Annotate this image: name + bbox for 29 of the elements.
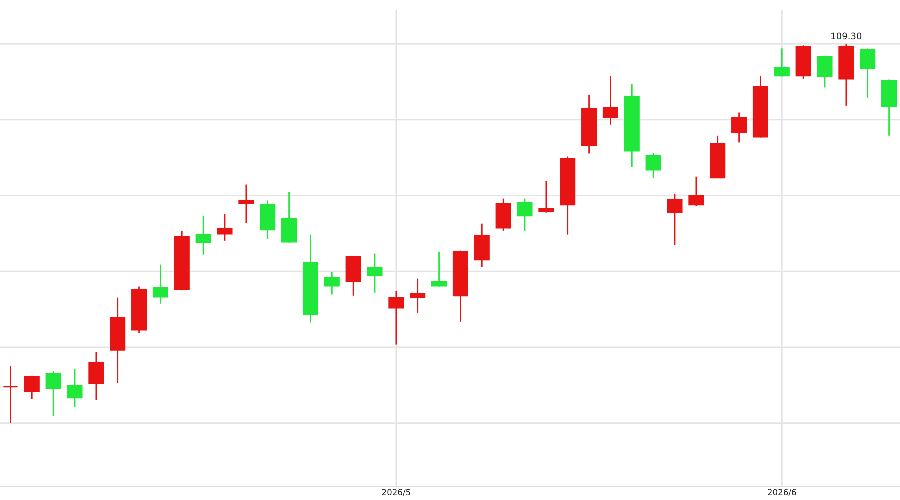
candlestick [667,193,683,246]
candlestick [88,351,104,401]
candlestick [67,368,83,408]
candlestick [538,180,554,214]
candlestick [152,264,168,305]
candlestick [817,55,833,88]
candlestick [282,191,298,244]
candlestick [602,75,618,126]
candlestick [24,375,40,400]
candlestick [388,290,404,346]
candlestick [2,365,18,424]
candlestick [432,251,448,288]
candlestick [732,112,748,144]
x-tick-label: 2026/6 [768,489,796,496]
candlestick [517,198,533,232]
candlestick [688,176,704,207]
candlestick [217,213,233,242]
candlestick [238,184,254,224]
candlestick [774,48,790,78]
candlestick [324,271,340,296]
candlestick [196,215,212,256]
candlestick [367,253,383,294]
x-tick-label: 2026/5 [382,489,410,496]
candlestick [46,370,62,417]
candlestick [474,223,490,268]
candlestick [410,278,426,314]
annotation: 109.30 [832,32,862,40]
candlestick [860,48,876,99]
candlestick [646,152,662,179]
